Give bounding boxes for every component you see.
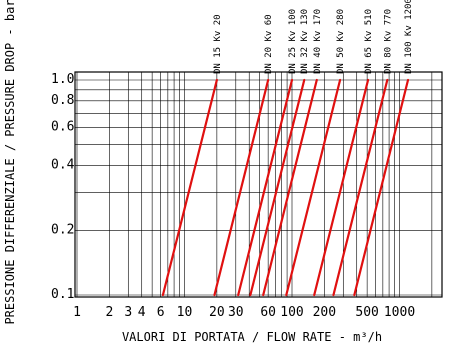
series-line [213,78,270,297]
series-line [313,78,370,297]
series-line [237,78,294,297]
y-tick-label: 1.0 [51,72,74,87]
x-tick-label: 1000 [384,305,415,320]
x-tick-label: 30 [228,305,244,320]
series-label: DN 65 Kv 510 [364,9,374,74]
y-ticks: 0.1 0.2 0.4 0.6 0.8 1.0 [51,72,75,302]
x-tick-label: 20 [209,305,225,320]
series-label: DN 100 Kv 1200 [404,0,414,74]
y-axis-label: PRESSIONE DIFFERENZIALE / PRESSURE DROP … [3,0,17,325]
series-label: DN 32 Kv 130 [300,9,310,74]
series-line [249,78,306,297]
x-tick-label: 4 [138,305,146,320]
x-ticks: 1 2 3 4 6 10 20 30 60 100 200 500 1000 [73,305,415,320]
series-line [285,78,342,297]
series-line [332,78,389,297]
series-line [161,78,218,297]
y-tick-label: 0.1 [51,287,74,302]
x-tick-label: 60 [260,305,276,320]
series-label: DN 15 Kv 20 [213,14,223,74]
series-line [353,78,410,297]
series-label: DN 80 Kv 770 [383,9,393,74]
x-tick-label: 500 [355,305,378,320]
series-line [262,78,318,297]
x-axis-label: VALORI DI PORTATA / FLOW RATE - m³/h [122,330,382,344]
y-tick-label: 0.4 [51,158,75,173]
series-label: DN 25 Kv 100 [288,9,298,74]
x-tick-label: 2 [105,305,113,320]
x-tick-label: 3 [124,305,132,320]
plot-frame [74,71,443,298]
y-tick-label: 0.2 [51,222,74,237]
series-labels: DN 15 Kv 20 DN 20 Kv 60 DN 25 Kv 100 DN 32 … [213,0,414,74]
x-tick-label: 10 [177,305,193,320]
x-tick-label: 1 [73,305,81,320]
series-label: DN 20 Kv 60 [264,14,274,74]
series-label: DN 40 Kv 170 [313,9,323,74]
y-tick-label: 0.8 [51,93,74,108]
series-lines [161,78,410,297]
x-tick-label: 6 [157,305,165,320]
y-tick-label: 0.6 [51,120,74,135]
grid [74,71,443,298]
x-tick-label: 100 [280,305,303,320]
series-label: DN 50 Kv 280 [336,9,346,74]
x-tick-label: 200 [313,305,336,320]
